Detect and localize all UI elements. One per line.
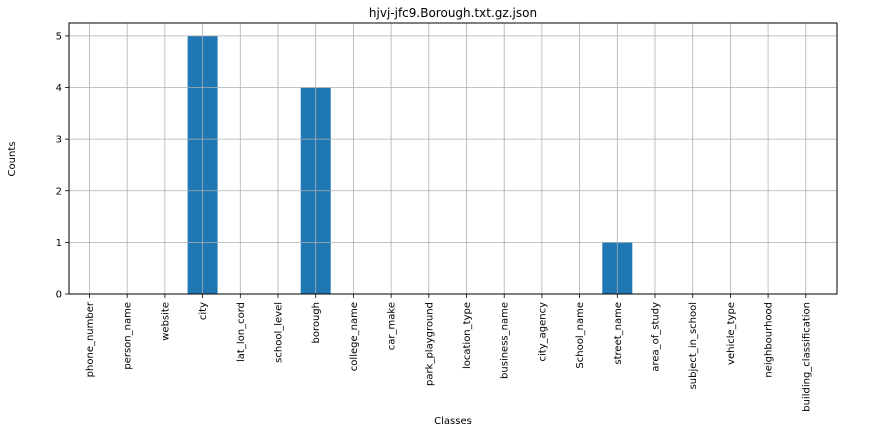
bars bbox=[69, 23, 837, 295]
x-tick-label: School_name bbox=[575, 302, 586, 369]
x-tick-label: area_of_study bbox=[651, 302, 662, 372]
x-axis-ticks: phone_number person_name website city lat_lo… bbox=[85, 294, 812, 412]
x-tick-label: park_playground bbox=[424, 302, 435, 386]
y-tick-label: 0 bbox=[56, 290, 62, 301]
x-tick-label: location_type bbox=[462, 302, 473, 369]
y-tick-label: 1 bbox=[56, 238, 62, 249]
x-tick-label: city_agency bbox=[537, 302, 548, 362]
x-tick-label: college_name bbox=[349, 302, 360, 371]
y-tick-label: 5 bbox=[56, 31, 62, 42]
x-tick-label: borough bbox=[311, 302, 322, 344]
x-tick-label: city bbox=[198, 302, 209, 320]
x-tick-label: school_level bbox=[274, 302, 285, 363]
x-tick-label: building_classification bbox=[801, 302, 812, 412]
chart-title: hjvj-jfc9.Borough.txt.gz.json bbox=[369, 6, 537, 20]
x-tick-label: neighbourhood bbox=[764, 302, 775, 378]
y-tick-label: 2 bbox=[56, 186, 62, 197]
x-tick-label: street_name bbox=[613, 302, 624, 365]
y-tick-label: 4 bbox=[56, 83, 62, 94]
x-tick-label: vehicle_type bbox=[726, 302, 737, 365]
x-tick-label: person_name bbox=[123, 302, 134, 370]
x-tick-label: phone_number bbox=[85, 301, 96, 377]
plot-frame bbox=[68, 22, 838, 295]
y-axis-label: Counts bbox=[7, 142, 18, 177]
x-tick-label: lat_lon_cord bbox=[236, 302, 247, 362]
x-tick-label: subject_in_school bbox=[688, 302, 699, 389]
x-tick-label: website bbox=[160, 302, 171, 341]
x-axis-label: Classes bbox=[434, 416, 472, 427]
y-axis-ticks: 0 1 2 3 4 5 bbox=[56, 31, 69, 301]
x-tick-label: car_make bbox=[387, 302, 398, 350]
x-tick-label: business_name bbox=[500, 302, 511, 379]
y-tick-label: 3 bbox=[56, 135, 62, 146]
